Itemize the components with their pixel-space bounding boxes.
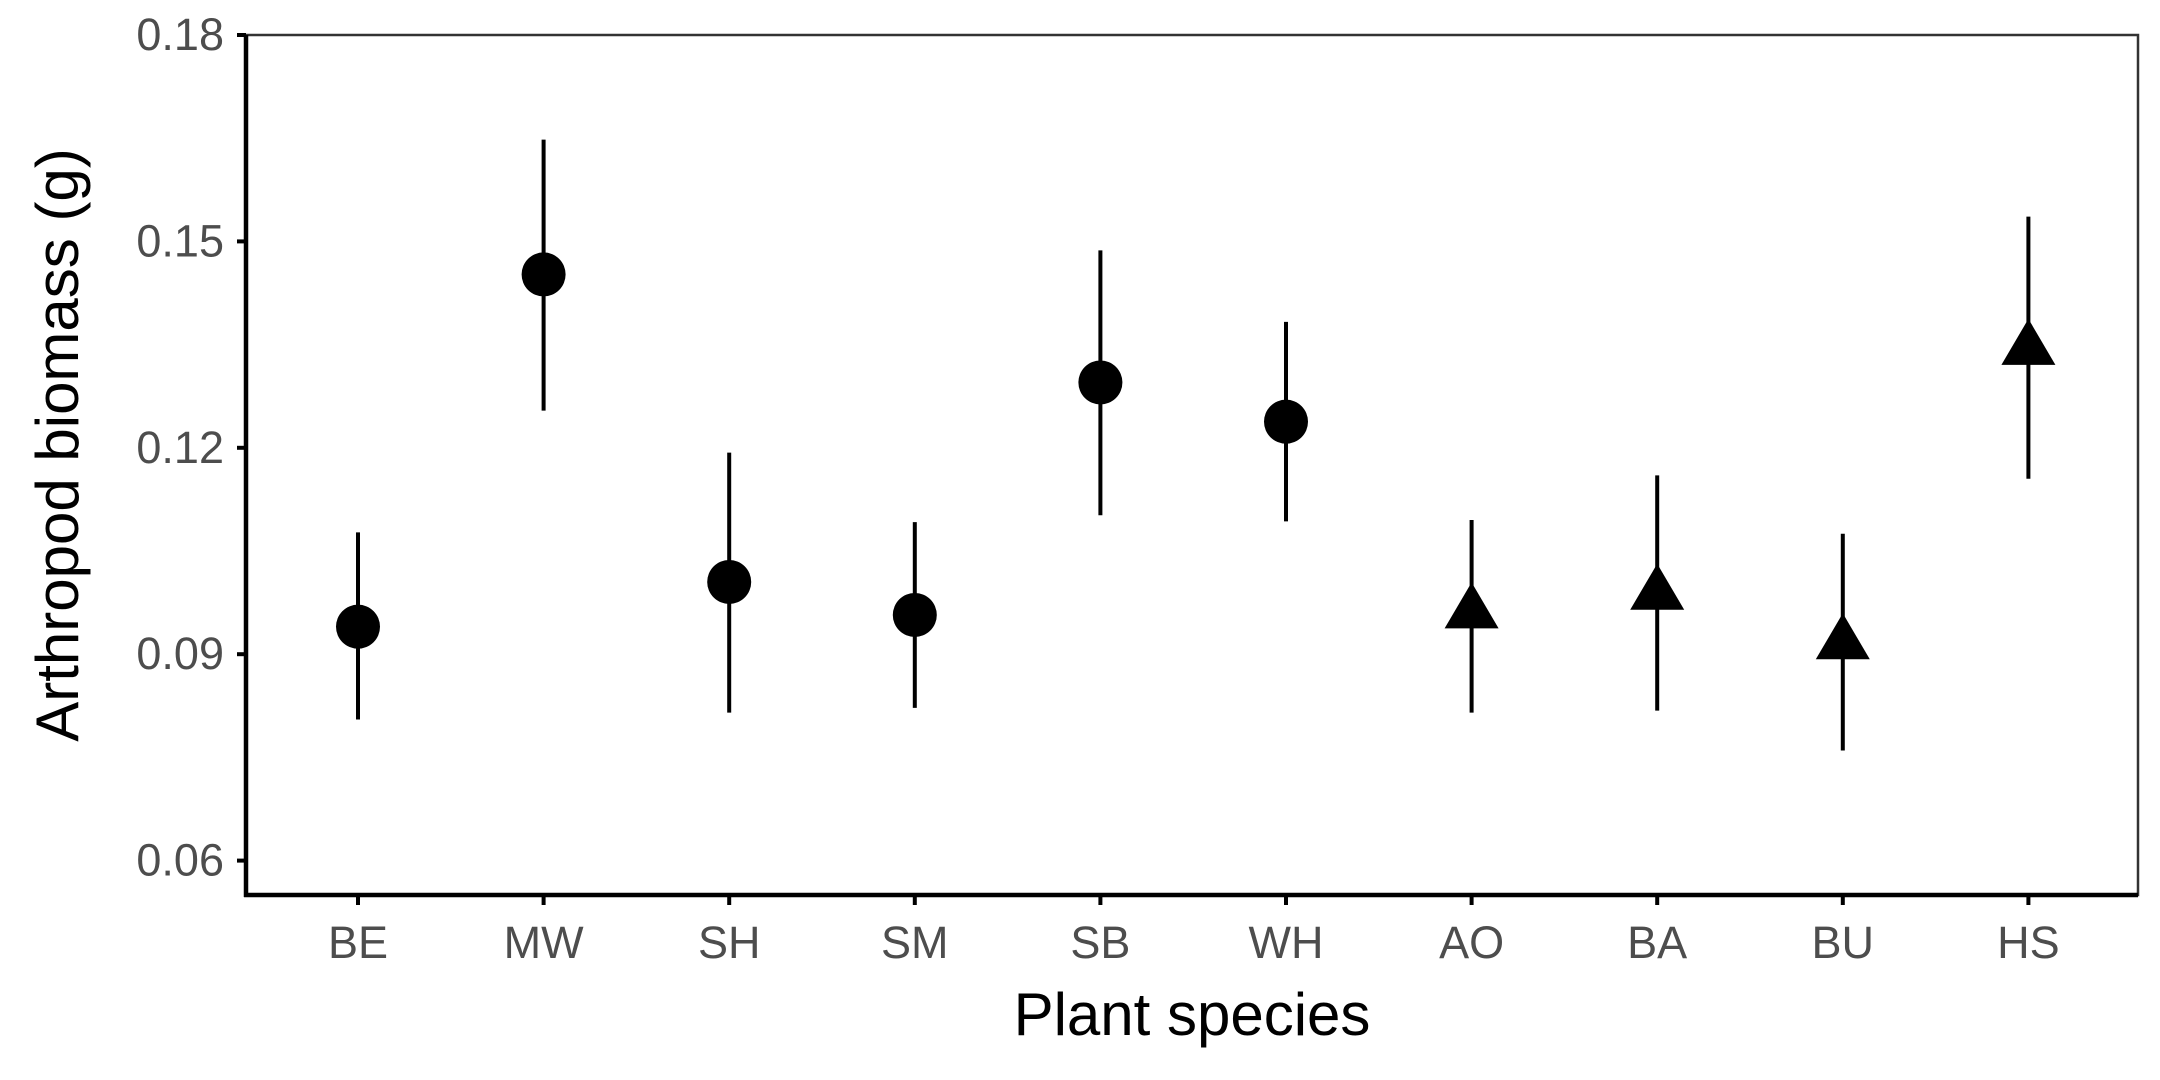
x-tick-label: WH [1249, 917, 1324, 968]
x-tick-label: HS [1997, 917, 2060, 968]
y-tick-label: 0.12 [136, 422, 224, 473]
y-axis-title: Arthropod biomass (g) [24, 148, 91, 742]
x-tick-label: MW [504, 917, 584, 968]
x-tick-label: SH [698, 917, 761, 968]
y-tick-label: 0.15 [136, 215, 224, 266]
y-tick-label: 0.18 [136, 9, 224, 60]
data-marks [336, 139, 2056, 751]
data-point-circle [1264, 399, 1308, 444]
x-tick-label: BA [1627, 917, 1687, 968]
y-tick-label: 0.09 [136, 628, 224, 679]
data-point-triangle [1630, 563, 1685, 610]
y-tick-label: 0.06 [136, 835, 224, 886]
data-point-triangle [2001, 318, 2056, 365]
x-tick-label: BE [328, 917, 388, 968]
x-tick-label: BU [1812, 917, 1875, 968]
data-point-circle [521, 252, 566, 297]
x-axis-title: Plant species [1014, 981, 1371, 1048]
data-point-circle [1078, 360, 1123, 405]
x-tick-label: SM [881, 917, 949, 968]
data-point-triangle [1444, 582, 1499, 629]
data-point-triangle [1815, 613, 1870, 660]
data-point-circle [707, 559, 752, 604]
data-point-circle [336, 604, 380, 649]
axes: 0.06 0.09 0.12 0.15 0.18 BE MW SH SM SB WH AO BA BU HS [136, 9, 2138, 968]
data-point-circle [892, 592, 937, 637]
x-tick-label: SB [1070, 917, 1130, 968]
x-tick-label: AO [1439, 917, 1504, 968]
